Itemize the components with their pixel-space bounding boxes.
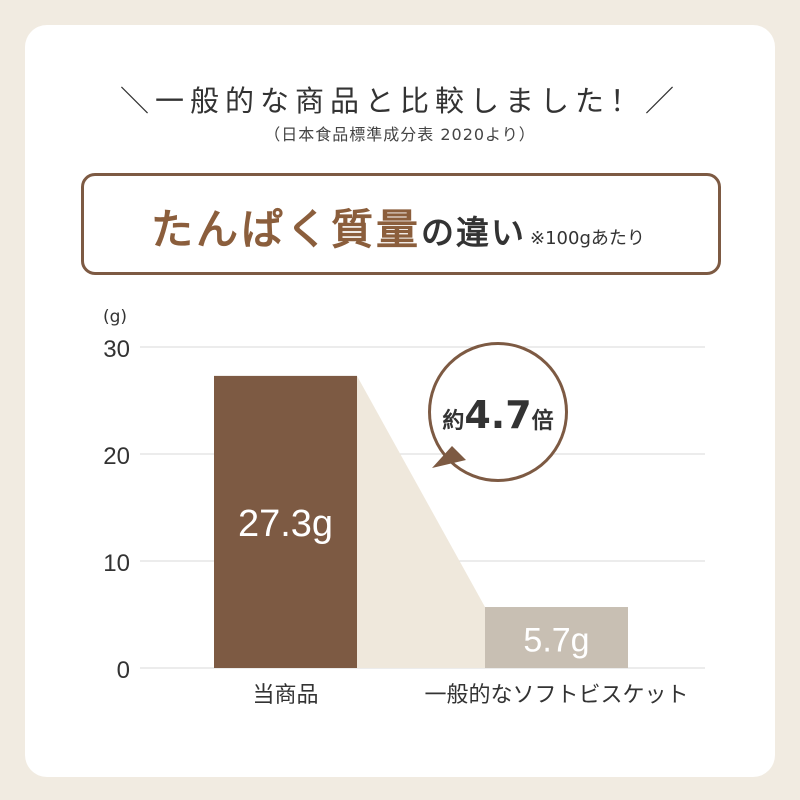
y-tick-label: 10	[103, 550, 130, 577]
y-tick-label: 0	[117, 657, 130, 684]
bar	[214, 375, 357, 668]
chart-title-suffix: の違い	[421, 213, 527, 252]
bars: 27.3g 5.7g	[214, 375, 628, 668]
category-label: 当商品	[252, 683, 318, 708]
y-axis-unit: (g)	[103, 307, 128, 327]
ratio-text: 約4.7倍	[431, 393, 565, 437]
category-labels: 当商品 一般的なソフトビスケット	[252, 683, 688, 708]
ratio-suffix: 倍	[531, 409, 554, 434]
ratio-prefix: 約	[442, 409, 465, 434]
bar-value-label: 27.3g	[238, 503, 333, 545]
chart-title: たんぱく質量 の違い ※100gあたり	[151, 196, 645, 257]
ratio-value: 4.7	[464, 393, 532, 437]
chart-title-box: たんぱく質量 の違い ※100gあたり	[81, 173, 721, 275]
chart-title-main: たんぱく質量	[151, 205, 422, 254]
comparison-connector	[357, 375, 485, 668]
category-label: 一般的なソフトビスケット	[424, 683, 688, 708]
y-tick-label: 20	[103, 443, 130, 470]
bar	[485, 607, 628, 668]
source-note: （日本食品標準成分表 2020より）	[264, 125, 536, 144]
comparison-headline: ＼一般的な商品と比較しました！／	[119, 84, 680, 118]
bar-value-label: 5.7g	[523, 622, 589, 660]
y-tick-label: 30	[103, 336, 130, 363]
chart-title-note: ※100gあたり	[530, 228, 645, 249]
ratio-bubble: 約4.7倍	[428, 342, 568, 482]
y-tick-labels: 0 10 20 30	[103, 336, 130, 684]
